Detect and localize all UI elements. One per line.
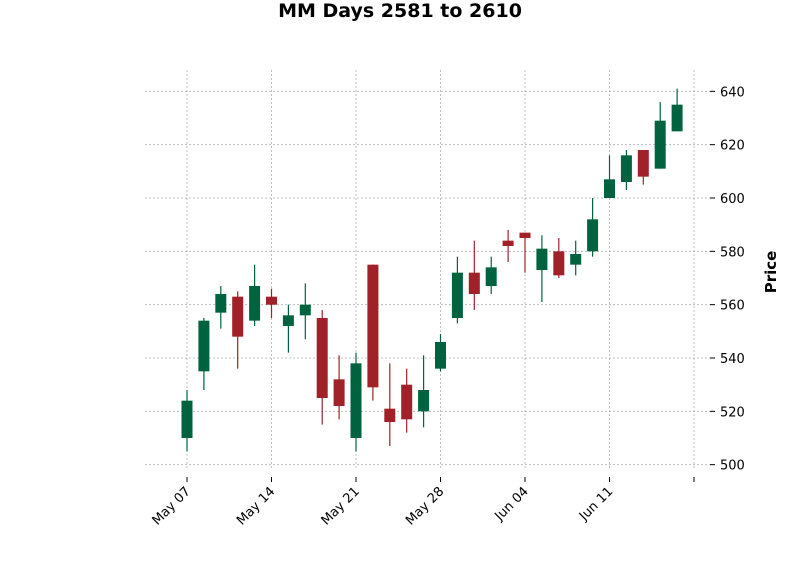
x-axis: May 07 May 14 May 21 May 28 Jun 04 Jun 11 bbox=[150, 477, 695, 528]
y-axis: 500 520 540 560 580 600 620 640 bbox=[710, 85, 745, 474]
y-tick-label: 580 bbox=[720, 245, 745, 260]
candle bbox=[350, 352, 362, 452]
chart-title: MM Days 2581 to 2610 bbox=[278, 0, 522, 22]
candle bbox=[316, 310, 328, 425]
candle bbox=[249, 264, 261, 326]
candle bbox=[519, 232, 531, 273]
candle bbox=[282, 304, 294, 353]
y-axis-label: Price bbox=[762, 251, 780, 294]
candle-body-up bbox=[671, 104, 683, 132]
candle-body-down bbox=[637, 150, 649, 177]
candle-body-up bbox=[418, 390, 430, 412]
candle bbox=[384, 363, 396, 446]
candle-body-down bbox=[519, 232, 531, 238]
y-tick-label: 560 bbox=[720, 299, 745, 314]
y-tick-label: 600 bbox=[720, 192, 745, 207]
candle bbox=[553, 238, 565, 278]
candle-body-up bbox=[282, 315, 294, 326]
y-tick-label: 540 bbox=[720, 352, 745, 367]
candle bbox=[181, 390, 193, 452]
candle bbox=[502, 230, 514, 262]
candle-body-down bbox=[266, 296, 277, 305]
x-tick-label: May 28 bbox=[403, 484, 447, 528]
candle-body-up bbox=[587, 219, 599, 252]
candle bbox=[468, 240, 480, 310]
candle-body-up bbox=[299, 304, 311, 316]
candle-body-up bbox=[620, 155, 632, 182]
x-tick-label: Jun 04 bbox=[492, 484, 532, 524]
candle-body-up bbox=[570, 254, 582, 265]
candle-layer bbox=[181, 88, 683, 452]
candle-body-up bbox=[249, 286, 261, 321]
x-tick-label: May 07 bbox=[150, 484, 194, 528]
candle-body-down bbox=[367, 264, 379, 388]
x-tick-label: May 21 bbox=[319, 484, 363, 528]
candle-body-up bbox=[654, 120, 666, 169]
candle-body-down bbox=[468, 272, 480, 294]
y-tick-label: 640 bbox=[720, 85, 745, 100]
candle-body-down bbox=[384, 408, 396, 422]
candle bbox=[654, 102, 666, 169]
candle bbox=[401, 368, 413, 433]
candle bbox=[604, 155, 615, 198]
candle bbox=[266, 288, 277, 318]
candle-body-up bbox=[604, 179, 615, 198]
candle bbox=[570, 240, 582, 276]
candle bbox=[536, 235, 548, 302]
candle bbox=[299, 283, 311, 340]
candle-body-up bbox=[198, 320, 210, 372]
candle-body-up bbox=[350, 363, 362, 438]
candle-body-down bbox=[333, 379, 345, 406]
candle bbox=[587, 198, 599, 257]
candle bbox=[485, 256, 497, 294]
candle-body-up bbox=[215, 294, 227, 313]
y-tick-label: 620 bbox=[720, 139, 745, 154]
candle bbox=[198, 318, 210, 390]
candle bbox=[232, 291, 244, 369]
candle-body-down bbox=[316, 318, 328, 398]
candle bbox=[451, 256, 463, 324]
x-tick-label: Jun 11 bbox=[576, 484, 616, 524]
candle bbox=[215, 286, 227, 329]
candle bbox=[367, 264, 379, 401]
candle-body-down bbox=[553, 251, 565, 276]
candle-body-up bbox=[451, 272, 463, 318]
candle bbox=[333, 355, 345, 420]
candle-body-down bbox=[232, 296, 244, 337]
candle bbox=[418, 355, 430, 428]
candle-body-down bbox=[502, 240, 514, 246]
y-tick-label: 520 bbox=[720, 405, 745, 420]
candle bbox=[671, 88, 683, 132]
candle bbox=[435, 334, 446, 372]
y-tick-label: 500 bbox=[720, 459, 745, 474]
candle bbox=[637, 150, 649, 185]
candle-body-down bbox=[401, 384, 413, 420]
candle-body-up bbox=[435, 342, 446, 369]
candle-body-up bbox=[485, 267, 497, 286]
candle-body-up bbox=[181, 400, 193, 438]
candle bbox=[620, 150, 632, 190]
candle-body-up bbox=[536, 248, 548, 270]
x-tick-label: May 14 bbox=[234, 484, 278, 528]
